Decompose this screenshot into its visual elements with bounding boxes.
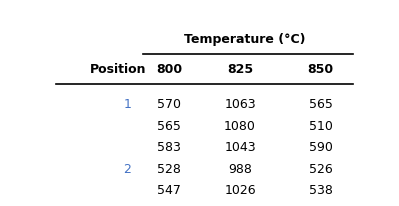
Text: 825: 825 (227, 63, 253, 76)
Text: 1063: 1063 (224, 98, 256, 111)
Text: 583: 583 (157, 140, 181, 153)
Text: 510: 510 (308, 119, 332, 132)
Text: 1080: 1080 (224, 119, 256, 132)
Text: 2: 2 (123, 162, 131, 175)
Text: Temperature (°C): Temperature (°C) (184, 33, 306, 46)
Text: 1043: 1043 (224, 140, 256, 153)
Text: 590: 590 (308, 140, 332, 153)
Text: 565: 565 (308, 98, 332, 111)
Text: 800: 800 (156, 63, 182, 76)
Text: 988: 988 (228, 162, 252, 175)
Text: 526: 526 (308, 162, 332, 175)
Text: 547: 547 (157, 183, 181, 196)
Text: 1004: 1004 (224, 205, 256, 206)
Text: 538: 538 (308, 183, 332, 196)
Text: 1: 1 (123, 98, 131, 111)
Text: Position: Position (90, 63, 146, 76)
Text: 570: 570 (157, 98, 181, 111)
Text: 528: 528 (157, 162, 181, 175)
Text: 521: 521 (157, 205, 181, 206)
Text: 532: 532 (308, 205, 332, 206)
Text: 850: 850 (307, 63, 334, 76)
Text: 1026: 1026 (224, 183, 256, 196)
Text: 565: 565 (157, 119, 181, 132)
